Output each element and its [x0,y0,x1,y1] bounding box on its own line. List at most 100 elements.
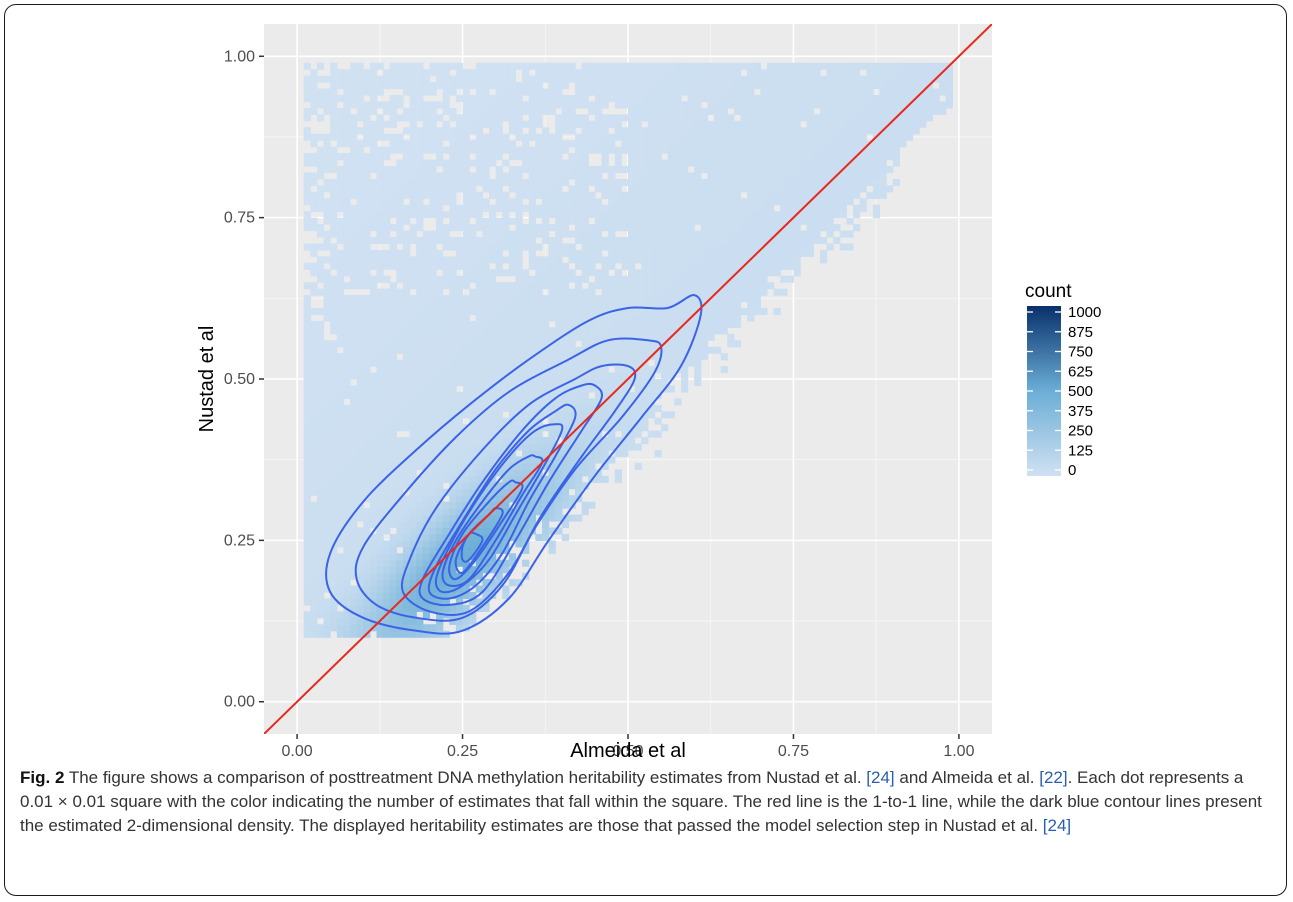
heat-bin [422,172,431,180]
heat-bin [310,320,318,328]
heat-bin [363,217,371,225]
heat-bin [575,101,583,109]
heat-bin [489,146,497,154]
heat-bin [641,308,649,316]
heat-bin [528,95,536,103]
heat-bin [700,127,709,135]
heat-bin [833,75,841,83]
heat-bin [336,592,345,600]
heat-bin [462,295,470,303]
heat-bin [535,153,543,161]
heat-bin [416,553,424,561]
heat-bin [608,379,616,387]
heat-bin [416,249,424,257]
heat-bin [654,211,662,219]
heat-bin [753,243,761,251]
heat-bin [515,114,523,122]
heat-bin [515,166,523,174]
heat-bin [594,372,603,380]
heat-bin [336,417,345,425]
heat-bin [482,475,490,483]
heat-bin [383,624,391,632]
heat-bin [409,237,417,245]
heat-bin [522,69,530,77]
heat-bin [429,404,437,412]
heat-bin [555,514,563,522]
heat-bin [336,127,345,135]
heat-bin [369,488,378,496]
heat-bin [383,398,391,406]
heat-bin [575,120,583,128]
heat-bin [647,101,656,109]
heat-bin [515,385,523,393]
heat-bin [833,191,841,199]
heat-bin [462,224,470,232]
heat-bin [575,314,583,322]
heat-bin [773,69,781,77]
heat-bin [680,146,689,154]
heat-bin [819,75,828,83]
heat-bin [436,462,444,470]
heat-bin [760,133,768,141]
heat-bin [535,437,543,445]
heat-bin [694,275,702,283]
heat-bin [409,598,417,606]
heat-bin [383,579,391,587]
heat-bin [396,166,404,174]
heat-bin [694,217,702,225]
heat-bin [740,146,748,154]
heat-bin [634,172,642,180]
heat-bin [455,443,464,451]
heat-bin [806,146,814,154]
heat-bin [608,114,616,122]
heat-bin [548,308,556,316]
heat-bin [350,411,358,419]
heat-bin [429,450,437,458]
heat-bin [634,353,642,361]
heat-bin [674,178,682,186]
heat-bin [422,140,431,148]
heat-bin [614,275,622,283]
heat-bin [641,379,649,387]
heat-bin [727,75,735,83]
heat-bin [528,166,536,174]
heat-bin [641,391,649,399]
heat-bin [740,133,748,141]
heat-bin [330,249,338,257]
heat-bin [323,75,331,83]
heat-bin [482,527,490,535]
heat-bin [588,462,596,470]
heat-bin [714,88,722,96]
heat-bin [641,372,649,380]
heat-bin [601,443,609,451]
heat-bin [568,482,576,490]
heat-bin [548,75,556,83]
heat-bin [740,269,748,277]
heat-bin [442,514,450,522]
heat-bin [621,95,629,103]
heat-bin [310,546,318,554]
heat-bin [773,288,781,296]
heat-bin [700,288,709,296]
heat-bin [548,411,556,419]
heat-bin [541,366,550,374]
heat-bin [343,559,351,567]
heat-bin [548,372,556,380]
heat-bin [680,327,689,335]
heat-bin [508,153,517,161]
heat-bin [594,359,603,367]
heat-bin [482,450,490,458]
heat-bin [482,437,490,445]
heat-bin [674,398,682,406]
heat-bin [694,237,702,245]
heat-bin [383,546,391,554]
heat-bin [422,204,431,212]
heat-bin [661,288,669,296]
heat-bin [753,95,761,103]
heat-bin [442,256,450,264]
heat-bin [416,172,424,180]
heat-bin [316,95,325,103]
heat-bin [700,198,709,206]
heat-bin [707,75,715,83]
heat-bin [508,411,517,419]
